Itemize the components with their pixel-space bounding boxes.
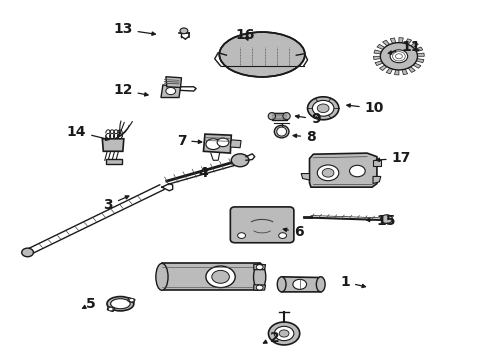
Text: 2: 2 — [263, 331, 279, 345]
Polygon shape — [373, 160, 381, 166]
Text: 15: 15 — [367, 214, 396, 228]
Ellipse shape — [283, 113, 290, 120]
Ellipse shape — [156, 264, 168, 290]
Circle shape — [269, 322, 300, 345]
Polygon shape — [166, 77, 181, 87]
Polygon shape — [282, 277, 322, 292]
Polygon shape — [203, 134, 231, 153]
Polygon shape — [161, 85, 180, 98]
Polygon shape — [162, 264, 260, 290]
Polygon shape — [375, 61, 383, 66]
Circle shape — [22, 248, 33, 257]
Polygon shape — [102, 139, 124, 151]
Text: 7: 7 — [177, 134, 202, 148]
Ellipse shape — [111, 299, 130, 309]
Text: 3: 3 — [103, 196, 129, 212]
Circle shape — [212, 270, 229, 283]
Polygon shape — [402, 69, 408, 75]
Polygon shape — [107, 307, 115, 312]
Text: 6: 6 — [283, 225, 303, 239]
Ellipse shape — [107, 297, 134, 311]
Polygon shape — [373, 176, 381, 184]
Text: 14: 14 — [67, 125, 109, 140]
Text: 12: 12 — [113, 84, 148, 97]
Circle shape — [318, 165, 339, 181]
Circle shape — [381, 215, 392, 224]
Circle shape — [318, 104, 329, 113]
Polygon shape — [415, 47, 423, 51]
Polygon shape — [254, 264, 266, 270]
Text: 11: 11 — [388, 40, 421, 54]
Polygon shape — [383, 40, 390, 46]
Text: 8: 8 — [293, 130, 316, 144]
Ellipse shape — [277, 127, 287, 136]
Ellipse shape — [317, 277, 325, 292]
Polygon shape — [374, 50, 382, 54]
Circle shape — [108, 307, 113, 311]
Circle shape — [166, 87, 175, 95]
Ellipse shape — [253, 264, 266, 290]
Polygon shape — [272, 113, 287, 120]
Polygon shape — [310, 153, 377, 187]
Polygon shape — [128, 298, 135, 303]
Circle shape — [238, 233, 245, 238]
Circle shape — [293, 279, 307, 289]
Polygon shape — [408, 67, 415, 72]
Text: 16: 16 — [235, 28, 255, 42]
Circle shape — [180, 28, 188, 34]
Polygon shape — [379, 65, 387, 71]
Circle shape — [349, 165, 365, 177]
Text: 9: 9 — [295, 112, 320, 126]
Ellipse shape — [268, 113, 275, 120]
Circle shape — [256, 265, 263, 270]
Circle shape — [129, 298, 134, 302]
Polygon shape — [390, 38, 396, 44]
Polygon shape — [394, 70, 399, 75]
Circle shape — [279, 233, 287, 238]
Text: 13: 13 — [113, 22, 155, 36]
Circle shape — [279, 330, 289, 337]
Circle shape — [231, 154, 249, 167]
Circle shape — [308, 97, 339, 120]
Circle shape — [390, 50, 408, 63]
Polygon shape — [386, 68, 392, 74]
Polygon shape — [416, 59, 424, 63]
Text: 10: 10 — [347, 101, 384, 115]
Circle shape — [206, 139, 220, 149]
Polygon shape — [106, 159, 122, 164]
Circle shape — [380, 42, 417, 70]
Polygon shape — [301, 174, 310, 180]
Polygon shape — [411, 42, 418, 48]
Circle shape — [313, 100, 334, 116]
Circle shape — [322, 168, 334, 177]
Polygon shape — [399, 38, 403, 43]
Circle shape — [217, 138, 229, 147]
Text: 17: 17 — [376, 152, 411, 166]
Polygon shape — [413, 63, 421, 68]
Text: 1: 1 — [340, 275, 366, 289]
Polygon shape — [405, 39, 412, 45]
Polygon shape — [254, 285, 266, 290]
Polygon shape — [417, 53, 424, 56]
Ellipse shape — [220, 32, 305, 77]
Ellipse shape — [277, 277, 286, 292]
FancyBboxPatch shape — [230, 207, 294, 243]
Circle shape — [206, 266, 235, 288]
Polygon shape — [230, 140, 241, 148]
Polygon shape — [373, 56, 381, 59]
Ellipse shape — [274, 125, 289, 138]
Text: 5: 5 — [82, 297, 96, 311]
Circle shape — [274, 326, 294, 341]
Text: 4: 4 — [198, 166, 208, 180]
Polygon shape — [377, 44, 385, 49]
Circle shape — [256, 285, 263, 290]
